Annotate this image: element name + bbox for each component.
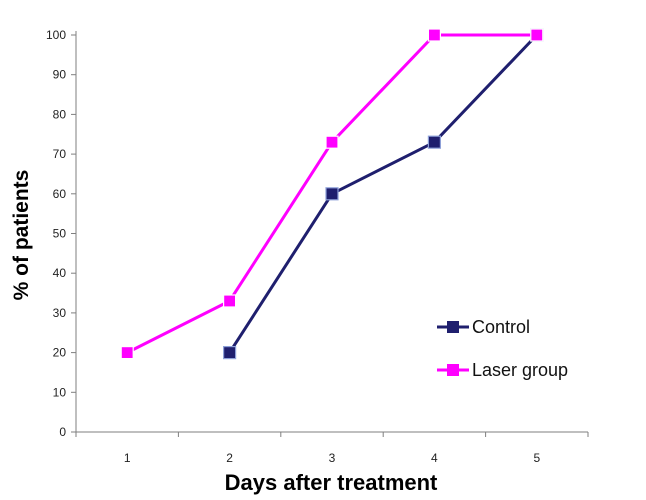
y-tick-label: 30 (53, 306, 67, 320)
y-tick-label: 50 (53, 227, 67, 241)
legend-marker (447, 364, 459, 376)
series-layer (120, 28, 544, 360)
legend-label: Control (472, 317, 530, 337)
series-control (223, 28, 544, 360)
y-tick-label: 90 (53, 68, 67, 82)
y-axis-ticks: 0 10 20 30 40 50 60 70 80 90 100 (46, 28, 76, 439)
data-point-control (223, 346, 237, 360)
y-tick-label: 70 (53, 147, 67, 161)
legend-item-control: Control (437, 317, 530, 337)
x-tick-label: 3 (329, 451, 336, 465)
data-point-laser-group (223, 294, 237, 308)
x-tick-label: 4 (431, 451, 438, 465)
legend: Control Laser group (437, 317, 568, 380)
data-point-laser-group (530, 28, 544, 42)
x-axis-ticks: 1 2 3 4 5 (75, 432, 589, 465)
data-point-laser-group (120, 346, 134, 360)
x-tick-label: 2 (226, 451, 233, 465)
y-tick-label: 100 (46, 28, 66, 42)
y-tick-label: 80 (53, 107, 67, 121)
data-point-control (427, 135, 441, 149)
x-axis-title: Days after treatment (225, 470, 438, 495)
y-axis-title: % of patients (10, 170, 33, 301)
x-tick-label: 5 (533, 451, 540, 465)
data-point-laser-group (325, 135, 339, 149)
data-point-control (325, 187, 339, 201)
legend-item-laser-group: Laser group (437, 360, 568, 380)
y-tick-label: 10 (53, 385, 67, 399)
y-tick-label: 60 (53, 187, 67, 201)
data-point-laser-group (427, 28, 441, 42)
y-tick-label: 40 (53, 266, 67, 280)
legend-label: Laser group (472, 360, 568, 380)
axes (75, 31, 588, 433)
y-tick-label: 0 (59, 425, 66, 439)
series-laser-group (120, 28, 544, 360)
x-tick-label: 1 (124, 451, 131, 465)
y-tick-label: 20 (53, 346, 67, 360)
series-line-control (228, 33, 538, 354)
legend-marker (447, 321, 459, 333)
